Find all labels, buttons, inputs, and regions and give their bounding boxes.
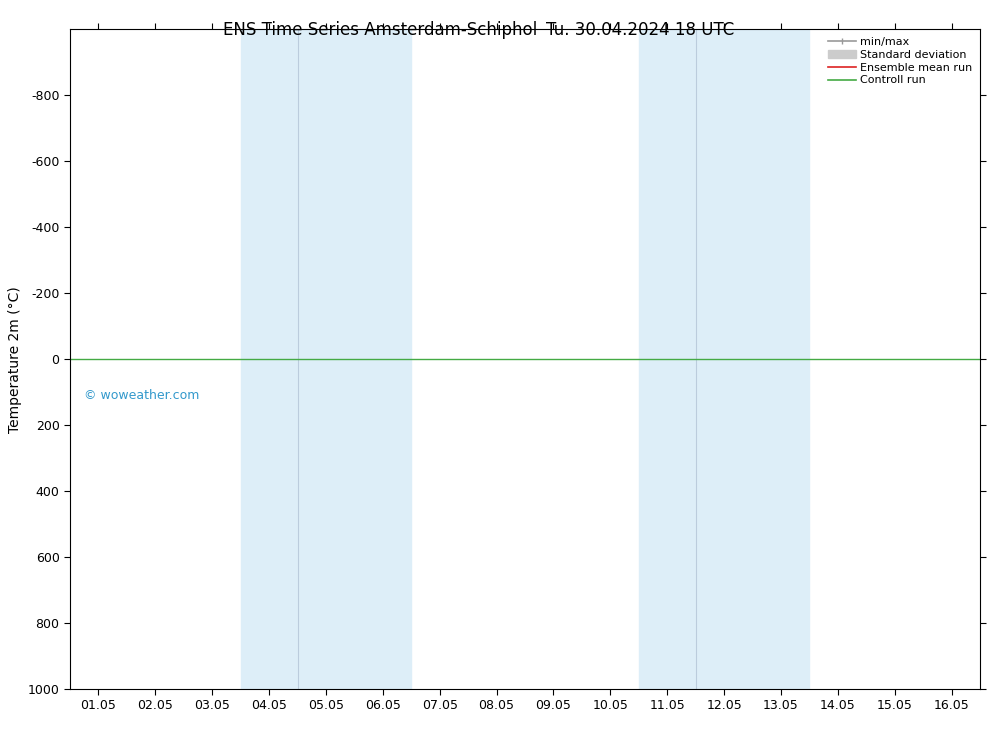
Legend: min/max, Standard deviation, Ensemble mean run, Controll run: min/max, Standard deviation, Ensemble me… bbox=[826, 35, 974, 88]
Y-axis label: Temperature 2m (°C): Temperature 2m (°C) bbox=[8, 286, 22, 432]
Bar bbox=[298, 29, 411, 689]
Bar bbox=[639, 29, 696, 689]
Text: Tu. 30.04.2024 18 UTC: Tu. 30.04.2024 18 UTC bbox=[546, 21, 734, 39]
Bar bbox=[241, 29, 298, 689]
Text: © woweather.com: © woweather.com bbox=[84, 388, 199, 402]
Text: ENS Time Series Amsterdam-Schiphol: ENS Time Series Amsterdam-Schiphol bbox=[223, 21, 537, 39]
Bar bbox=[696, 29, 809, 689]
